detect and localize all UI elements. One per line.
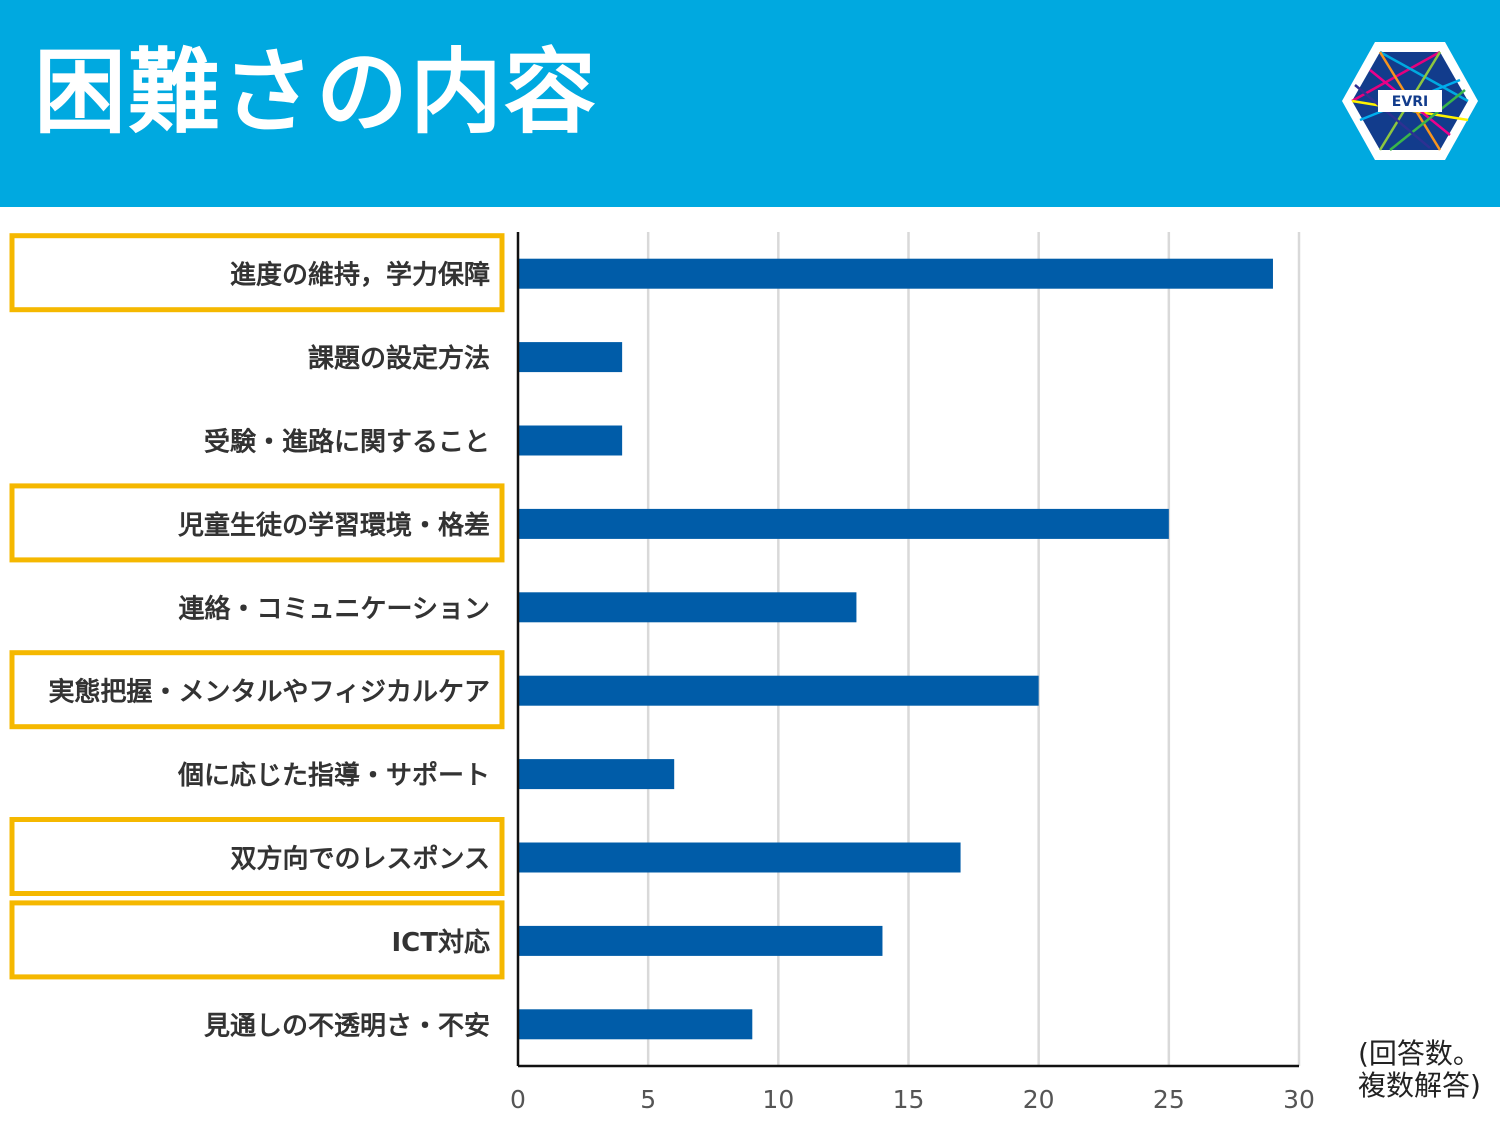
category-label: 児童生徒の学習環境・格差 bbox=[178, 510, 490, 541]
bar bbox=[518, 1009, 753, 1040]
bar bbox=[518, 759, 675, 790]
bar bbox=[518, 508, 1169, 539]
bar bbox=[518, 675, 1039, 706]
page-title: 困難さの内容 bbox=[34, 39, 599, 146]
x-tick-label: 20 bbox=[1023, 1085, 1055, 1114]
category-label: ICT対応 bbox=[392, 927, 491, 958]
x-tick-label: 0 bbox=[510, 1085, 526, 1114]
category-label: 見通しの不透明さ・不安 bbox=[204, 1011, 490, 1041]
bar bbox=[518, 342, 623, 373]
x-tick-label: 5 bbox=[640, 1085, 656, 1114]
bar-chart: 進度の維持，学力保障課題の設定方法受験・進路に関すること児童生徒の学習環境・格差… bbox=[9, 232, 1315, 1114]
highlight-box bbox=[9, 650, 505, 730]
x-tick-label: 25 bbox=[1153, 1085, 1185, 1114]
bar bbox=[518, 592, 857, 623]
x-tick-label: 15 bbox=[893, 1085, 925, 1114]
category-label: 双方向でのレスポンス bbox=[231, 844, 490, 875]
x-tick-label: 30 bbox=[1283, 1085, 1315, 1114]
bar bbox=[518, 842, 961, 873]
bar bbox=[518, 258, 1273, 289]
evri-logo: EVRI bbox=[1342, 42, 1478, 160]
category-label: 連絡・コミュニケーション bbox=[179, 593, 490, 624]
header-bar: 困難さの内容 EVRI bbox=[0, 0, 1500, 207]
category-label: 受験・進路に関すること bbox=[204, 427, 490, 458]
note-line-2: 複数解答) bbox=[1358, 1069, 1481, 1102]
highlight-box bbox=[9, 483, 505, 563]
highlight-box bbox=[9, 817, 505, 896]
category-label: 課題の設定方法 bbox=[308, 343, 490, 374]
x-tick-label: 10 bbox=[762, 1085, 794, 1114]
note-line-1: (回答数。 bbox=[1358, 1037, 1481, 1070]
category-label: 実態把握・メンタルやフィジカルケア bbox=[49, 677, 490, 708]
category-label: 進度の維持，学力保障 bbox=[230, 260, 490, 291]
bar bbox=[518, 425, 623, 456]
highlight-box bbox=[9, 900, 505, 980]
highlight-box bbox=[9, 233, 505, 313]
response-note: (回答数。 複数解答) bbox=[1358, 1038, 1481, 1102]
logo-text: EVRI bbox=[1392, 94, 1428, 110]
category-label: 個に応じた指導・サポート bbox=[177, 760, 490, 791]
bar bbox=[518, 925, 883, 956]
